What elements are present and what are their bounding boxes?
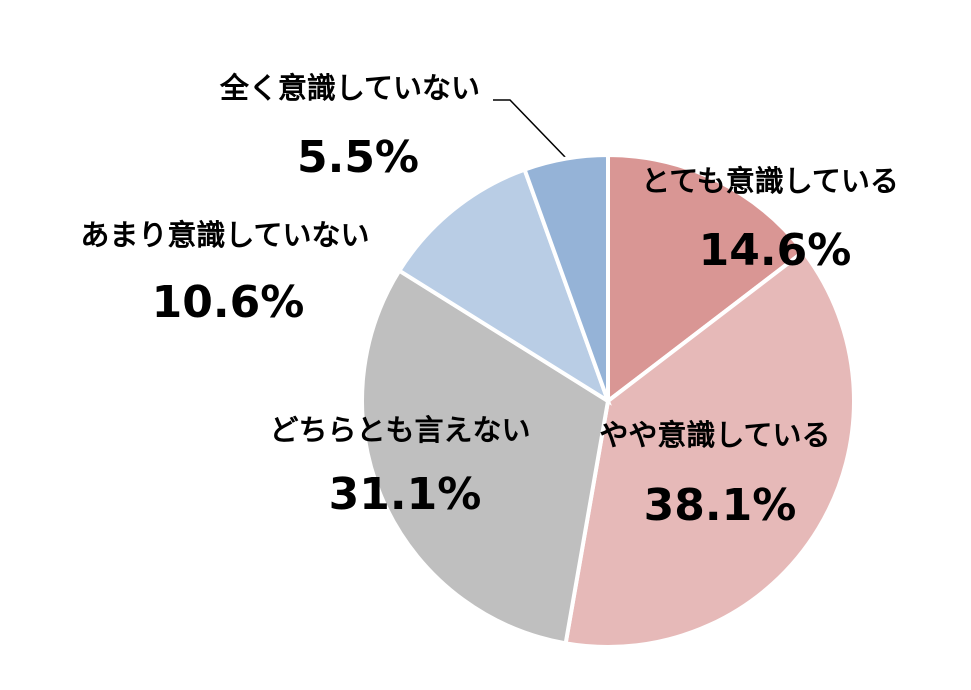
slice-name: あまり意識していない <box>80 218 369 252</box>
leader-line <box>493 99 567 159</box>
slice-name: やや意識している <box>599 418 830 452</box>
slice-value: 38.1% <box>644 480 797 531</box>
pie-slice <box>563 248 856 649</box>
slice-name: とても意識している <box>641 164 899 198</box>
pie-slice <box>396 167 612 406</box>
slice-value: 5.5% <box>297 132 419 183</box>
pie-slice <box>522 152 610 402</box>
slice-value: 31.1% <box>329 469 482 520</box>
slice-name: どちらとも言えない <box>269 413 530 447</box>
slice-name: 全く意識していない <box>219 71 480 105</box>
pie-slice <box>606 152 807 406</box>
slice-value: 10.6% <box>152 277 305 328</box>
slice-value: 14.6% <box>699 225 852 276</box>
